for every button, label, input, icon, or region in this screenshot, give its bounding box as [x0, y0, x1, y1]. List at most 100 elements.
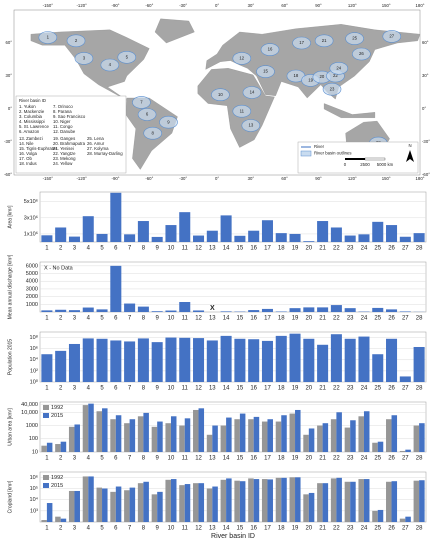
basin-number: 20 [319, 74, 324, 79]
x-tick-label: 14 [223, 316, 230, 322]
y-tick-label: 1000 [26, 423, 38, 429]
bar [41, 310, 53, 312]
basin-outline [66, 34, 86, 48]
x-tick-label: 24 [361, 316, 368, 322]
basin-number: 5 [126, 54, 129, 59]
bar [399, 376, 411, 382]
bar [137, 338, 149, 382]
bar [289, 308, 301, 312]
x-tick-label: 3 [73, 316, 77, 322]
bar [55, 516, 61, 522]
basin-name: 18. Indus [19, 161, 37, 166]
x-tick-label: 26 [388, 456, 395, 462]
legend-swatch [43, 475, 49, 480]
x-tick-label: 20 [305, 526, 312, 532]
legend-swatch [43, 483, 49, 488]
bar [413, 425, 420, 452]
x-tick-label: 17 [264, 246, 271, 252]
bar [372, 354, 384, 382]
bar [386, 481, 392, 522]
x-tick-label: 14 [223, 526, 230, 532]
basin-name: 25. Lena [87, 136, 104, 141]
x-tick-label: 4 [87, 526, 91, 532]
y-tick-label: 10³ [30, 508, 38, 514]
x-tick-label: 17 [264, 316, 271, 322]
basin-number: 18 [294, 73, 299, 78]
bar [41, 235, 53, 242]
x-tick-label: 22 [333, 456, 340, 462]
bar [129, 419, 136, 452]
x-tick-label: 9 [156, 526, 160, 532]
bar [41, 445, 47, 452]
basin-outline [137, 108, 157, 121]
x-tick-label: 15 [237, 386, 244, 392]
x-tick-label: 4 [87, 316, 91, 322]
y-axis-label: Cropland [km²] [7, 480, 13, 513]
bar [102, 488, 108, 522]
bar [212, 425, 218, 452]
lon-label: -60° [145, 3, 153, 8]
bar [413, 233, 425, 242]
x-tick-label: 8 [142, 456, 146, 462]
scale-label: 5000 km [377, 162, 394, 167]
bar [261, 421, 268, 452]
x-tick-label: 11 [182, 386, 189, 392]
basin-number: 19 [308, 78, 313, 83]
basin-outline [292, 36, 311, 50]
x-tick-label: 1 [45, 526, 49, 532]
x-tick-label: 26 [388, 246, 395, 252]
bar [170, 479, 177, 522]
y-tick-label: 5000 [26, 271, 38, 277]
bar [386, 225, 398, 242]
bar [303, 434, 309, 452]
y-tick-label: 10⁸ [30, 334, 38, 341]
bar [151, 342, 163, 382]
basin-number: 16 [268, 47, 273, 52]
bar [96, 411, 103, 452]
bar [336, 412, 342, 452]
lon-label: 120° [348, 176, 357, 181]
bar [96, 309, 108, 312]
x-tick-label: 24 [361, 456, 368, 462]
x-tick-label: 22 [333, 246, 340, 252]
bar [96, 233, 108, 242]
bar [358, 416, 364, 452]
x-tick-label: 15 [237, 526, 244, 532]
bar [220, 215, 232, 242]
lon-label: 180° [416, 176, 425, 181]
basin-name: 21. Yenisei [53, 146, 74, 151]
x-tick-label: 10 [168, 246, 175, 252]
y-tick-label: 10⁵ [30, 485, 38, 492]
x-tick-label: 10 [168, 386, 175, 392]
x-tick-label: 6 [114, 386, 118, 392]
basin-number: 4 [109, 62, 112, 67]
x-tick-label: 7 [128, 456, 132, 462]
x-tick-label: 25 [374, 526, 381, 532]
bar [157, 491, 163, 522]
lon-label: -90° [112, 3, 120, 8]
y-tick-label: 2000 [26, 294, 38, 300]
lat-label: -60° [422, 172, 430, 177]
x-tick-label: 5 [100, 386, 104, 392]
x-tick-label: 1 [45, 456, 49, 462]
basin-number: 26 [359, 51, 364, 56]
x-tick-label: 7 [128, 316, 132, 322]
y-axis-label: Population 2015 [7, 339, 13, 375]
y-tick-label: 3000 [26, 286, 38, 292]
basin-name: 6. Amazon [19, 129, 40, 134]
x-tick-label: 2 [59, 386, 63, 392]
x-tick-label: 22 [333, 526, 340, 532]
y-tick-label: 5x10⁶ [24, 198, 38, 205]
x-tick-label: 2 [59, 526, 63, 532]
bar [165, 423, 171, 452]
lon-label: -90° [112, 176, 120, 181]
x-tick-label: 28 [416, 386, 423, 392]
basin-name: 28. Murray-Darling [87, 151, 123, 156]
basin-name: 5. St. Lawrence [19, 124, 49, 129]
x-tick-label: 21 [319, 246, 326, 252]
basin-number: 3 [83, 56, 86, 61]
x-tick-label: 14 [223, 246, 230, 252]
bar [60, 518, 67, 522]
x-tick-label: 11 [182, 316, 189, 322]
x-tick-label: 21 [319, 526, 326, 532]
